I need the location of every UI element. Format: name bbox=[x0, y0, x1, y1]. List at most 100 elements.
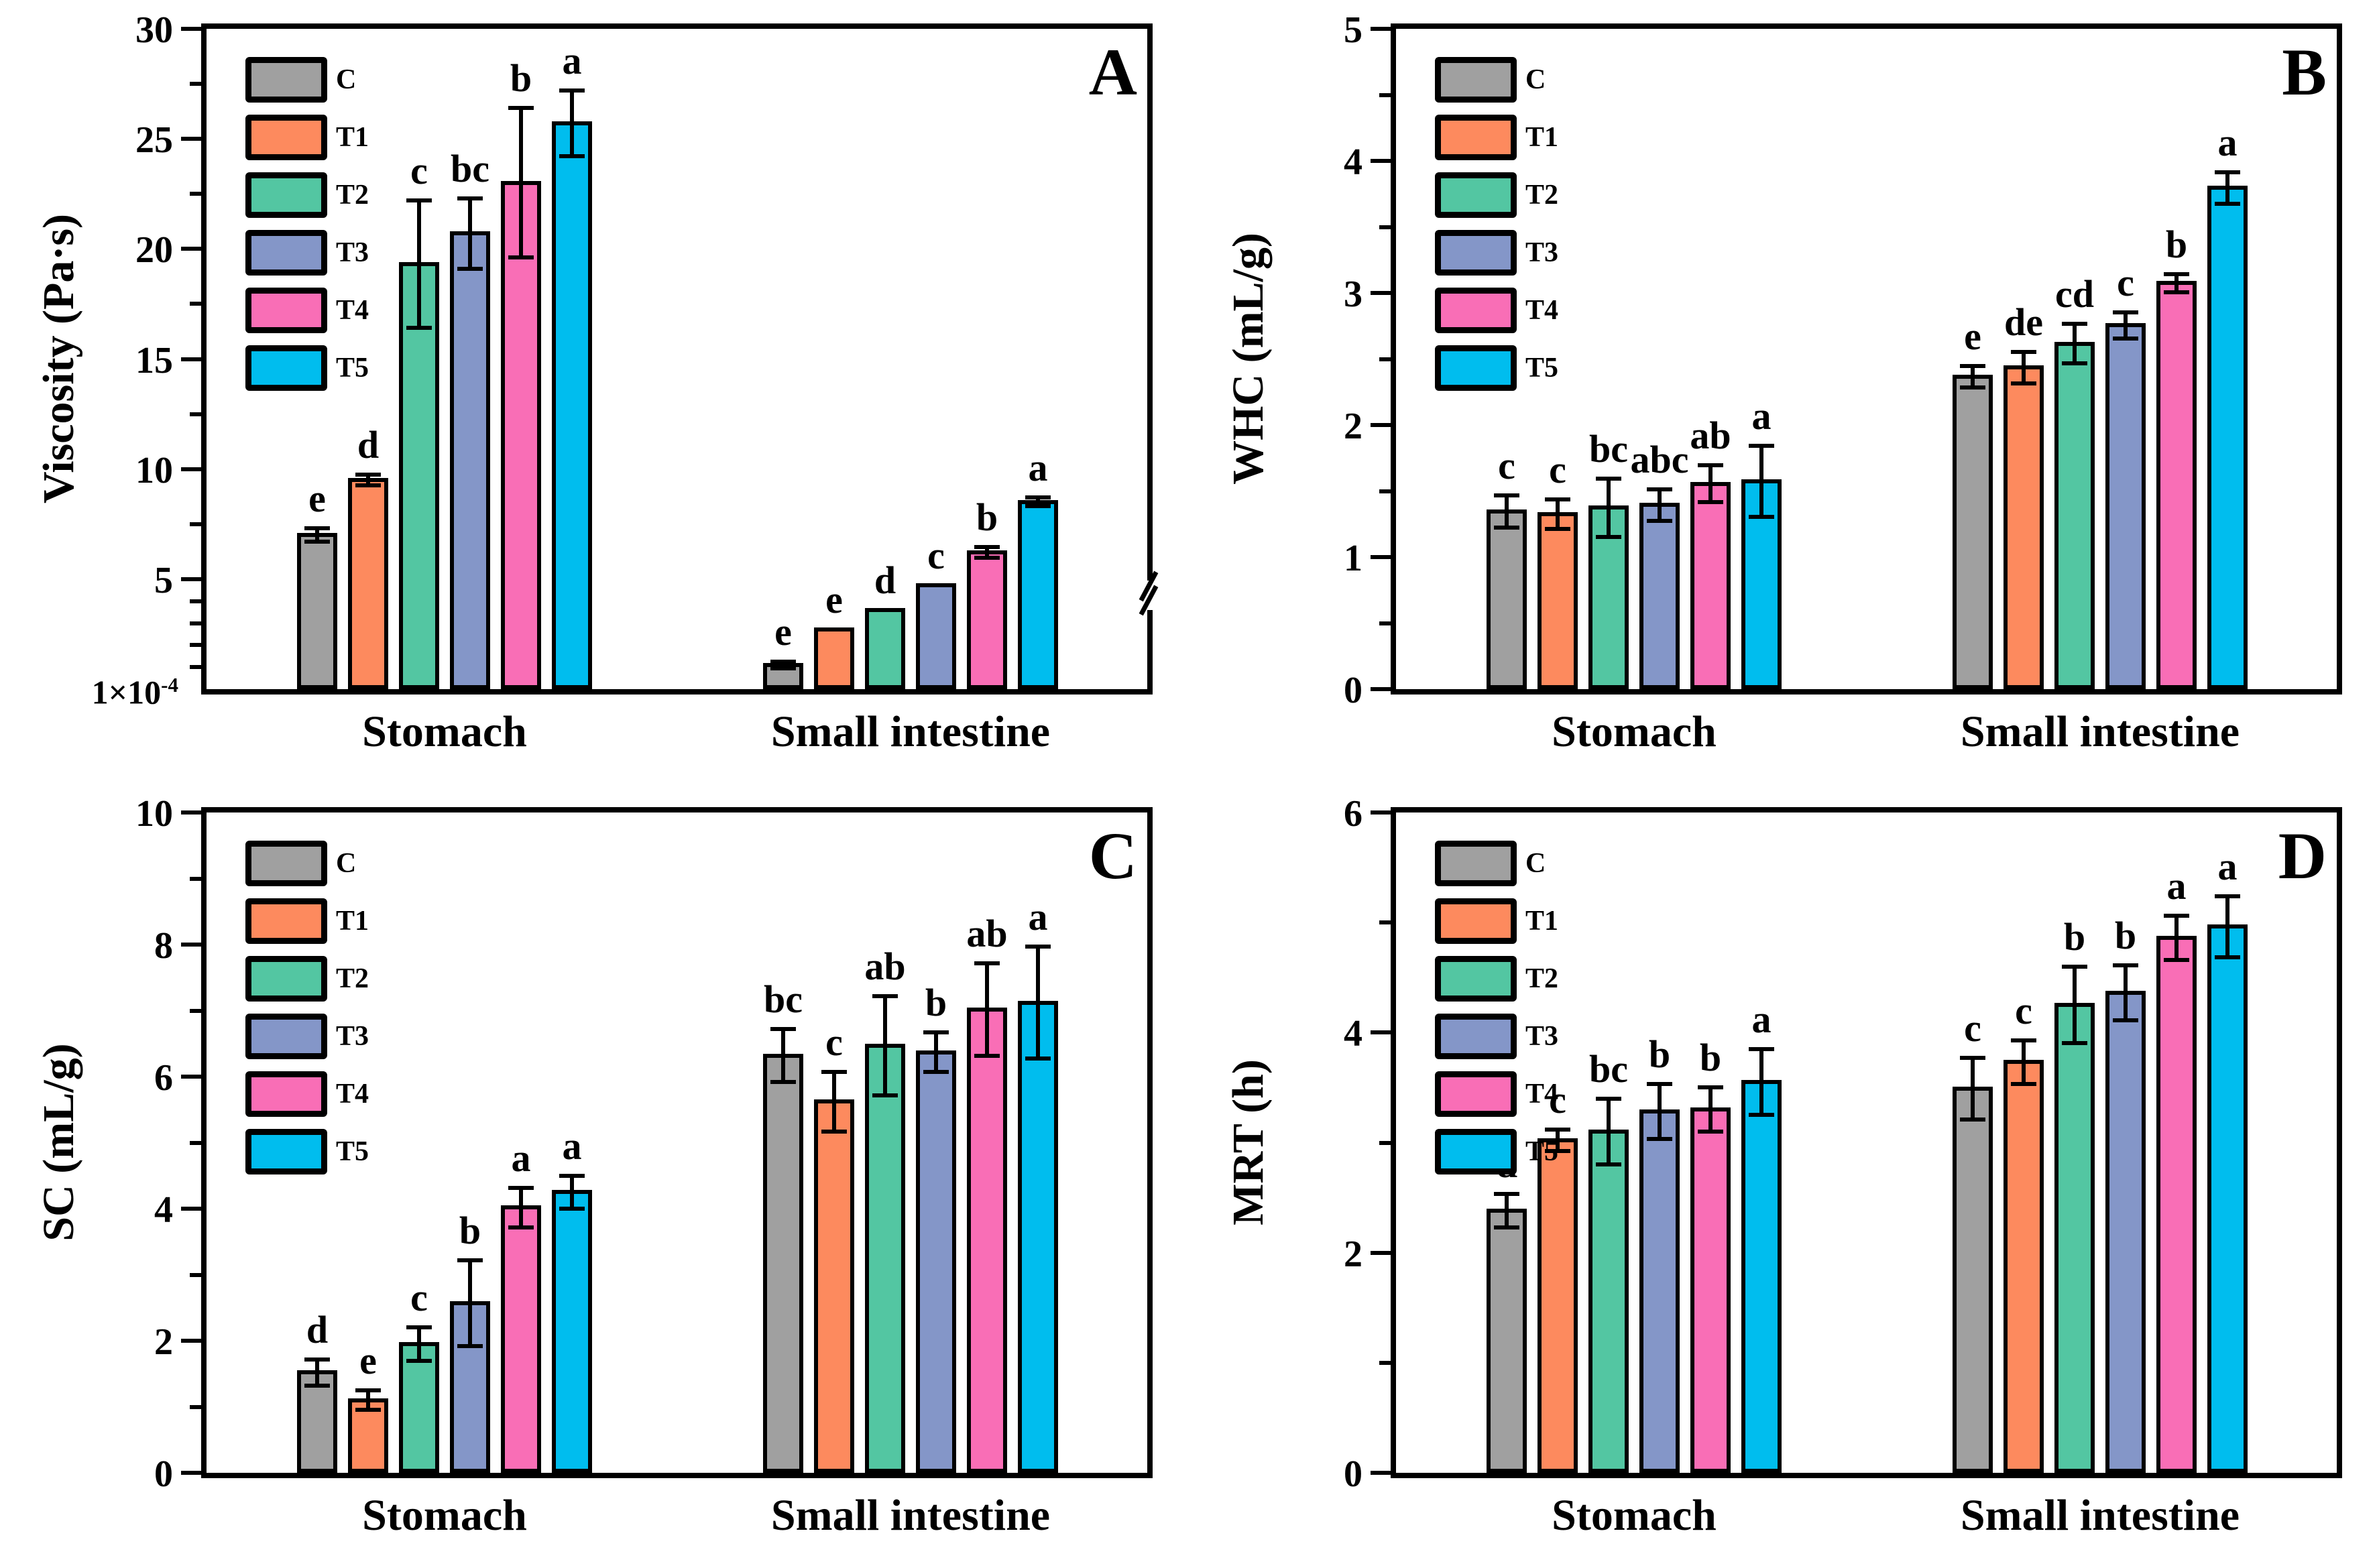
error-bar-cap-top bbox=[355, 1388, 381, 1392]
legend-item: T3 bbox=[245, 230, 369, 276]
legend-item: T5 bbox=[245, 345, 369, 391]
error-bar bbox=[1658, 487, 1662, 519]
y-axis-major-tick bbox=[1371, 1030, 1391, 1035]
error-bar bbox=[1759, 443, 1763, 515]
legend-label: T2 bbox=[1525, 180, 1559, 210]
y-axis-minor-tick bbox=[190, 412, 201, 416]
legend-item: C bbox=[1435, 57, 1558, 103]
significance-letter: d bbox=[357, 422, 380, 467]
error-bar-cap-top bbox=[1025, 495, 1051, 500]
y-axis-minor-tick bbox=[190, 522, 201, 526]
group-label: Stomach bbox=[1552, 1491, 1717, 1540]
error-bar-cap-bottom bbox=[2011, 381, 2036, 385]
significance-letter: e bbox=[308, 477, 326, 521]
error-bar-cap-top bbox=[974, 961, 1000, 965]
error-bar-cap-top bbox=[923, 1030, 949, 1035]
group-label: Small intestine bbox=[1960, 707, 2240, 756]
panel-c-sc: SC (mL/g) 10 8 6 4 2 0 d e c b a a bc c ab b ab a C T1 T2 T3 T… bbox=[0, 784, 1190, 1568]
error-bar-cap-top bbox=[2011, 1038, 2036, 1042]
y-axis-major-tick bbox=[181, 810, 201, 815]
error-bar bbox=[1505, 1192, 1509, 1225]
error-bar bbox=[570, 88, 574, 155]
error-bar-cap-bottom bbox=[457, 266, 483, 271]
error-bar-cap-bottom bbox=[2164, 290, 2189, 295]
error-bar-cap-top bbox=[770, 659, 796, 664]
bar-T1: de bbox=[2004, 302, 2044, 689]
bar-T4: ab bbox=[1690, 416, 1731, 689]
error-bar bbox=[570, 1173, 574, 1207]
legend: C T1 T2 T3 T4 T5 bbox=[245, 57, 369, 391]
error-bar-cap-top bbox=[508, 1185, 534, 1190]
significance-letter: b bbox=[2165, 222, 2188, 266]
error-bar-cap-bottom bbox=[974, 556, 1000, 560]
y-axis-tick-label: 10 bbox=[135, 449, 173, 491]
legend-item: T1 bbox=[245, 115, 369, 160]
bar-T4: b bbox=[967, 497, 1007, 689]
y-axis-major-tick bbox=[181, 1075, 201, 1079]
error-bar-cap-top bbox=[2113, 310, 2138, 314]
error-bar-cap-bottom bbox=[1749, 1113, 1774, 1118]
significance-letter: e bbox=[1964, 314, 1981, 359]
error-bar-cap-top bbox=[457, 1258, 483, 1262]
error-bar bbox=[2022, 349, 2026, 381]
y-axis-tick-label: 1 bbox=[1344, 538, 1362, 579]
y-axis-major-tick bbox=[1371, 555, 1391, 559]
y-axis-minor-tick bbox=[190, 192, 201, 196]
error-bar-cap-bottom bbox=[1647, 1137, 1672, 1142]
legend-label: T4 bbox=[1525, 295, 1559, 326]
y-axis-major-tick bbox=[181, 1207, 201, 1211]
significance-letter: a bbox=[1028, 895, 1048, 939]
error-bar-cap-bottom bbox=[974, 1053, 1000, 1058]
error-bar bbox=[2225, 170, 2229, 202]
error-bar-cap-bottom bbox=[923, 1070, 949, 1075]
significance-letter: bc bbox=[1589, 426, 1628, 471]
significance-letter: abc bbox=[1630, 437, 1689, 481]
error-bar-cap-bottom bbox=[406, 1358, 432, 1363]
legend-swatch bbox=[245, 172, 327, 218]
y-axis-minor-tick bbox=[190, 1140, 201, 1145]
legend-swatch bbox=[245, 345, 327, 391]
error-bar-cap-top bbox=[2164, 272, 2189, 276]
significance-letter: c bbox=[2015, 988, 2032, 1032]
error-bar bbox=[1607, 476, 1611, 535]
legend-label: C bbox=[336, 848, 357, 879]
error-bar-cap-bottom bbox=[1596, 534, 1621, 539]
y-axis-major-tick bbox=[1371, 810, 1391, 815]
significance-letter: b bbox=[925, 981, 947, 1025]
y-axis-minor-tick bbox=[1379, 93, 1391, 97]
y-axis-major-tick bbox=[181, 577, 201, 581]
significance-letter: c bbox=[410, 148, 428, 192]
legend-item: T3 bbox=[1435, 1014, 1558, 1059]
error-bar-cap-top bbox=[872, 993, 898, 998]
bar-T5: a bbox=[552, 41, 592, 689]
error-bar-cap-bottom bbox=[559, 1207, 585, 1211]
y-axis-tick-label: 3 bbox=[1344, 274, 1362, 315]
bar-T1: c bbox=[814, 1023, 854, 1473]
legend: C T1 T2 T3 T4 T5 bbox=[1435, 57, 1558, 391]
error-bar bbox=[2174, 914, 2179, 958]
legend-swatch bbox=[245, 1129, 327, 1174]
legend-label: T3 bbox=[1525, 1021, 1559, 1052]
legend-label: T2 bbox=[1525, 963, 1559, 994]
significance-letter: a bbox=[2217, 844, 2238, 888]
legend-label: T5 bbox=[336, 353, 369, 383]
y-axis-minor-tick bbox=[1379, 357, 1391, 361]
error-bar-cap-bottom bbox=[355, 1408, 381, 1412]
legend-label: T5 bbox=[336, 1136, 369, 1167]
panel-a-viscosity: Viscosity (Pa·s) 30 25 20 15 10 5 1×10-4 e d c bc b… bbox=[0, 0, 1190, 784]
bar-T1: e bbox=[814, 581, 854, 689]
legend-swatch bbox=[1435, 841, 1517, 886]
y-axis-minor-tick bbox=[190, 643, 201, 648]
significance-letter: b bbox=[510, 56, 532, 100]
significance-letter: bc bbox=[764, 977, 803, 1022]
error-bar-cap-bottom bbox=[1545, 1149, 1570, 1154]
y-axis-tick-label: 15 bbox=[135, 339, 173, 381]
error-bar bbox=[315, 526, 319, 540]
bar-T2: c bbox=[399, 151, 439, 689]
error-bar-cap-bottom bbox=[355, 483, 381, 488]
error-bar-cap-bottom bbox=[1960, 1117, 1985, 1122]
y-axis-title: WHC (mL/g) bbox=[1224, 233, 1273, 485]
significance-letter: c bbox=[410, 1276, 428, 1320]
